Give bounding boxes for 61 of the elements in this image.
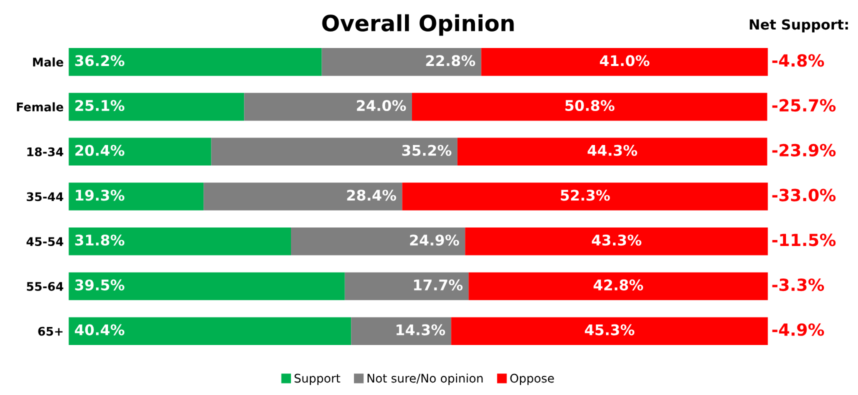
bar	[68, 48, 322, 76]
data-label: 20.4%	[75, 144, 124, 156]
data-label: 43.3%	[592, 234, 642, 246]
data-label: 24.9%	[410, 234, 460, 246]
y-tick-label: Male	[33, 57, 64, 67]
data-label: 25.1%	[75, 100, 124, 112]
data-label: 35.2%	[402, 144, 452, 156]
bar	[351, 317, 452, 345]
text: -11.5%	[772, 234, 836, 246]
text: Net Support:	[750, 19, 848, 32]
legend-label: Oppose	[510, 374, 554, 385]
legend-label: Not sure/No opinion	[368, 374, 483, 385]
text: -3.3%	[772, 278, 824, 292]
text: -25.7%	[772, 99, 836, 112]
bar	[322, 48, 482, 76]
y-tick-label: 18-34	[27, 147, 64, 156]
data-label: 39.5%	[75, 279, 124, 290]
data-label: 31.8%	[75, 234, 124, 246]
bar	[68, 92, 244, 121]
text: -33.0%	[772, 188, 836, 202]
y-tick-label: Female	[16, 102, 64, 112]
bar	[481, 48, 768, 76]
chart-title: Overall Opinion	[322, 14, 514, 36]
bar	[402, 182, 768, 210]
bar	[468, 272, 768, 300]
data-label: 41.0%	[600, 55, 650, 66]
bar	[244, 92, 412, 121]
bar	[451, 317, 768, 345]
data-label: 28.4%	[347, 190, 396, 201]
data-label: 17.7%	[414, 279, 463, 290]
bar	[68, 182, 204, 210]
bar	[68, 272, 345, 300]
data-label: 45.3%	[584, 324, 634, 336]
bar	[204, 182, 402, 210]
bar	[68, 227, 292, 256]
data-label: 19.3%	[76, 190, 124, 201]
y-tick-label: 45-54	[26, 237, 64, 246]
bar	[344, 272, 469, 300]
data-label: 50.8%	[565, 100, 614, 112]
bar	[465, 227, 768, 256]
data-label: 42.8%	[594, 279, 644, 290]
data-label: 14.3%	[396, 324, 446, 336]
bar	[457, 138, 768, 166]
data-label: 24.0%	[356, 100, 406, 112]
data-label: 44.3%	[588, 144, 638, 156]
text: -23.9%	[772, 144, 836, 156]
data-label: 22.8%	[426, 55, 476, 66]
text: -4.8%	[772, 54, 824, 67]
legend-label: Support	[294, 374, 340, 385]
text: -4.9%	[772, 323, 824, 336]
bar	[211, 138, 458, 166]
bar	[412, 92, 768, 121]
data-label: 36.2%	[75, 55, 124, 66]
y-tick-label: 55-64	[26, 282, 64, 291]
bar	[68, 138, 212, 166]
y-tick-label: 65+	[38, 326, 63, 336]
bar	[68, 317, 352, 345]
data-label: 40.4%	[74, 324, 124, 336]
data-label: 52.3%	[560, 190, 610, 201]
bar	[291, 227, 466, 256]
y-tick-label: 35-44	[26, 192, 64, 202]
